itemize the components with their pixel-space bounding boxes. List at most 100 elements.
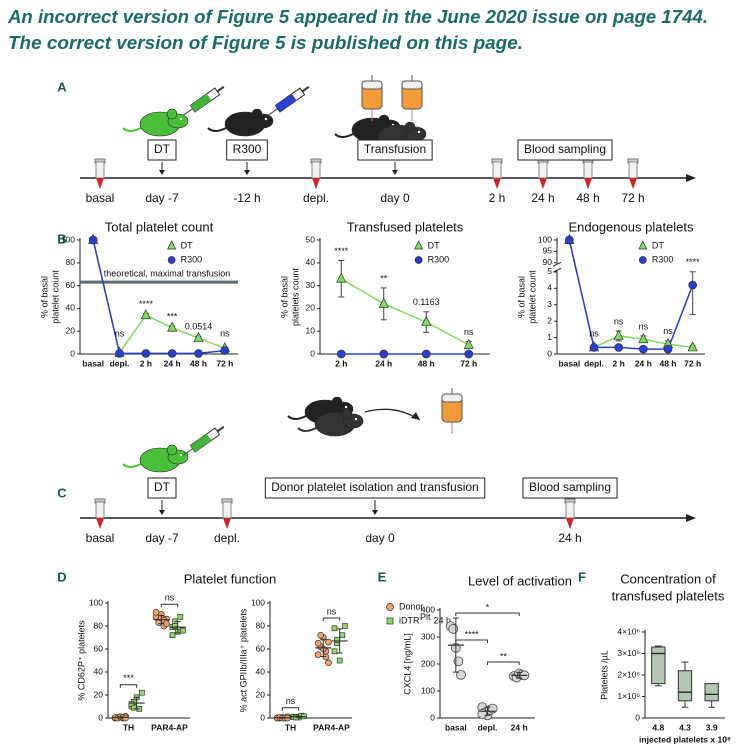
step-box xyxy=(226,139,268,161)
timeline-arrow xyxy=(686,174,696,182)
data-point xyxy=(464,349,474,359)
tube-tip xyxy=(584,178,592,189)
mouse-icon xyxy=(122,108,189,137)
data-point xyxy=(453,656,464,667)
legend-label: 24 h xyxy=(434,615,452,625)
step-arrow-head xyxy=(392,170,398,175)
y-tick-label: 40 xyxy=(66,303,76,313)
y-tick-label: 40 xyxy=(94,666,104,676)
data-point xyxy=(336,349,346,359)
y-tick-label: 2 xyxy=(547,315,552,325)
legend-label: Donor xyxy=(399,601,424,611)
y-tick-label: 20 xyxy=(306,303,316,313)
data-point xyxy=(613,329,624,340)
needle xyxy=(267,108,279,116)
chart-title: Platelet function xyxy=(184,571,277,586)
mouse-ear xyxy=(166,444,178,456)
data-point xyxy=(167,321,178,332)
tube-icon xyxy=(491,158,503,189)
header-line: The correct version of Figure 5 is publi… xyxy=(8,33,523,53)
significance-label: ** xyxy=(380,273,388,283)
y-tick-label: 100 xyxy=(251,597,265,607)
data-point xyxy=(448,624,459,634)
y-tick-label: 80 xyxy=(66,257,76,267)
data-point xyxy=(325,659,332,667)
legend-marker xyxy=(386,617,394,625)
mouse-icon xyxy=(207,108,274,137)
chart-title: Endogenous platelets xyxy=(568,219,694,234)
data-point xyxy=(317,631,325,639)
y-tick-label: 100 xyxy=(421,685,435,695)
data-point xyxy=(322,653,330,661)
y-tick-label: 80 xyxy=(94,620,104,630)
data-point xyxy=(220,346,230,355)
series-line xyxy=(92,239,226,355)
time-label: 24 h xyxy=(558,531,581,545)
step-box xyxy=(517,139,613,161)
time-label: 24 h xyxy=(531,191,554,205)
box xyxy=(651,646,666,685)
step-box xyxy=(147,477,177,499)
significance-bracket xyxy=(119,684,138,688)
box xyxy=(704,683,719,702)
mouse-tail xyxy=(334,133,354,138)
y-axis-label: % act GPIIb/IIIa⁺ platelets xyxy=(238,608,248,712)
tube-tip xyxy=(312,178,320,189)
y-tick-label: 50 xyxy=(306,234,316,244)
tube-body xyxy=(222,501,232,519)
y-tick-label: 20 xyxy=(94,689,104,699)
flow-arrow xyxy=(364,408,421,421)
y-tick-label: 1 xyxy=(547,332,552,342)
data-point xyxy=(180,627,186,634)
series-line xyxy=(568,239,694,350)
data-point xyxy=(140,308,151,320)
tube-icon xyxy=(221,498,233,529)
tube-body xyxy=(538,161,548,179)
mouse-tail xyxy=(122,127,142,132)
significance-bracket xyxy=(487,661,520,665)
x-tick-label: depl. xyxy=(110,358,130,368)
panel-label: A xyxy=(57,79,67,94)
tube-tip xyxy=(493,178,501,189)
mouse-icon xyxy=(297,408,364,437)
chart-title: Concentration of xyxy=(620,571,716,586)
data-point xyxy=(638,332,649,344)
x-tick-label: PAR4-AP xyxy=(313,722,350,732)
legend-label: Plt xyxy=(420,612,431,622)
y-tick-label: 80 xyxy=(256,620,266,630)
tube-tip xyxy=(629,178,637,189)
significance-label: ns xyxy=(165,593,175,603)
bag-top xyxy=(401,80,423,90)
mouse-ear xyxy=(404,121,416,133)
step-arrow-head xyxy=(159,170,165,175)
x-tick-label: 48 h xyxy=(659,358,676,368)
legend-label: DT xyxy=(428,240,440,250)
mouse-icon xyxy=(122,444,189,473)
bag-top xyxy=(441,393,463,403)
mouse-ear xyxy=(251,108,263,120)
needle xyxy=(182,448,194,456)
box xyxy=(677,670,693,702)
tube-body xyxy=(311,161,321,179)
significance-label: ns xyxy=(286,696,296,706)
data-point xyxy=(342,623,348,629)
y-tick-label: 0 xyxy=(635,712,640,722)
reference-label: theoretical, maximal transfusion xyxy=(104,269,231,279)
significance-label: *** xyxy=(123,673,134,683)
time-label: basal xyxy=(86,531,115,545)
x-tick-label: TH xyxy=(123,722,134,732)
significance-label: ns xyxy=(464,327,474,337)
significance-label: * xyxy=(486,602,490,612)
legend-label: R300 xyxy=(181,254,203,264)
step-arrow-head xyxy=(159,510,165,515)
legend-marker xyxy=(167,240,177,250)
data-point xyxy=(177,613,184,620)
time-label: day -7 xyxy=(145,531,179,545)
mouse-eye xyxy=(344,405,348,409)
mouse-ear xyxy=(341,408,353,420)
data-point xyxy=(331,648,338,655)
time-label: day -7 xyxy=(145,191,179,205)
y-tick-label: 20 xyxy=(66,325,76,335)
x-tick-label: basal xyxy=(445,722,467,732)
